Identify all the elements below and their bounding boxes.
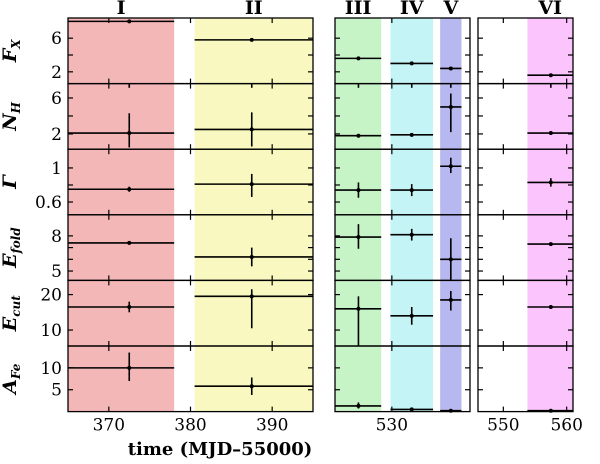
panel-e-fold-point-4 (448, 257, 453, 262)
panel-gamma-ytick-label: 1 (51, 159, 62, 179)
x-tick-label: 370 (93, 416, 125, 436)
panel-n-h-point-5 (548, 131, 553, 136)
panel-e-fold-point-3 (409, 232, 414, 237)
panel-gamma-point-5 (548, 180, 553, 185)
panel-gamma-axis-title: Γ (0, 174, 21, 190)
panel-e-fold-point-0 (127, 240, 132, 245)
panel-gamma-point-4 (448, 164, 453, 169)
panel-e-cut-ytick-label: 20 (40, 286, 62, 306)
panel-f-x-axis-title-sub: X (9, 39, 23, 50)
panel-gamma-ytick-label: 0.6 (35, 193, 62, 213)
x-tick-label: 560 (550, 416, 582, 436)
panel-e-cut-axis-title-main: E (0, 316, 21, 332)
x-tick-label: 380 (174, 416, 206, 436)
interval-label-IV: IV (400, 0, 425, 19)
panel-f-x-point-1 (249, 37, 254, 42)
panel-e-cut-axis-title-sub: cut (9, 295, 23, 317)
interval-label-I: I (117, 0, 126, 19)
axes-layer (67, 17, 574, 413)
panel-a-fe-point-1 (249, 384, 254, 389)
panel-f-x-point-0 (127, 19, 132, 24)
panel-a-fe-point-2 (356, 403, 361, 408)
interval-label-V: V (442, 0, 459, 19)
panel-gamma-point-2 (356, 188, 361, 193)
x-tick-label: 550 (487, 416, 519, 436)
panel-e-cut-point-3 (409, 313, 414, 318)
panel-e-cut-point-2 (356, 306, 361, 311)
panel-e-cut-ytick-label: 10 (40, 321, 62, 341)
panel-n-h-ytick-label: 2 (51, 125, 62, 145)
panel-f-x-axis-title: FX (0, 39, 23, 64)
interval-label-II: II (245, 0, 263, 19)
interval-label-VI: VI (537, 0, 562, 19)
panel-e-fold-point-5 (548, 242, 553, 247)
interval-label-III: III (345, 0, 372, 19)
x-axis-label: time (MJD–55000) (128, 439, 313, 460)
panel-n-h-point-0 (127, 131, 132, 136)
panel-e-fold-axis-title-main: E (0, 253, 21, 269)
panel-a-fe-frame (334, 345, 471, 413)
panel-n-h-ytick-label: 6 (51, 89, 62, 109)
panel-e-fold-ytick-label: 5 (51, 262, 62, 282)
panel-e-fold-point-2 (356, 235, 361, 240)
panel-n-h-axis-title: NH (0, 101, 23, 131)
panel-n-h-point-3 (409, 132, 414, 137)
panel-a-fe-point-0 (127, 365, 132, 370)
label-layer: I II III IV V VI26FX26NH0.61Γ58Efold1020Ecut5… (0, 0, 583, 436)
panel-f-x-ytick-label: 2 (51, 63, 62, 83)
panel-e-fold-point-1 (249, 254, 254, 259)
panel-e-cut-point-4 (448, 297, 453, 302)
panel-f-x-point-4 (448, 66, 453, 71)
panel-a-fe-axis-title: AFe (0, 363, 23, 396)
panel-f-x-ytick-label: 6 (51, 29, 62, 49)
panel-n-h-axis-title-sub: H (9, 101, 23, 114)
panel-e-fold-axis-title: Efold (0, 227, 23, 269)
panel-n-h-axis-title-main: N (0, 113, 21, 132)
panel-f-x-point-2 (356, 56, 361, 61)
x-tick-label: 530 (376, 416, 408, 436)
panel-a-fe-axis-title-sub: Fe (9, 363, 23, 380)
panel-f-x-point-5 (548, 73, 553, 78)
panel-e-fold-ytick-label: 8 (51, 227, 62, 247)
panel-e-fold-axis-title-sub: fold (9, 227, 23, 255)
panel-e-cut-point-1 (249, 294, 254, 299)
panel-n-h-point-2 (356, 133, 361, 138)
panel-e-cut-axis-title: Ecut (0, 295, 23, 333)
panel-a-fe-frame (477, 345, 574, 413)
panel-a-fe-axis-title-main: A (0, 379, 21, 396)
panel-a-fe-ytick-label: 10 (40, 359, 62, 379)
panel-e-cut-point-0 (127, 304, 132, 309)
panel-f-x-point-3 (409, 61, 414, 66)
panel-a-fe-point-3 (409, 407, 414, 412)
panel-gamma-axis-title-main: Γ (0, 174, 21, 190)
panel-e-cut-point-5 (548, 304, 553, 309)
panel-gamma-point-0 (127, 187, 132, 192)
panel-n-h-point-4 (448, 104, 453, 109)
panel-gamma-point-1 (249, 182, 254, 187)
panel-a-fe-ytick-label: 5 (51, 381, 62, 401)
panel-f-x-axis-title-main: F (0, 47, 21, 63)
x-tick-label: 390 (256, 416, 288, 436)
panel-gamma-point-3 (409, 188, 414, 193)
panel-n-h-point-1 (249, 127, 254, 132)
